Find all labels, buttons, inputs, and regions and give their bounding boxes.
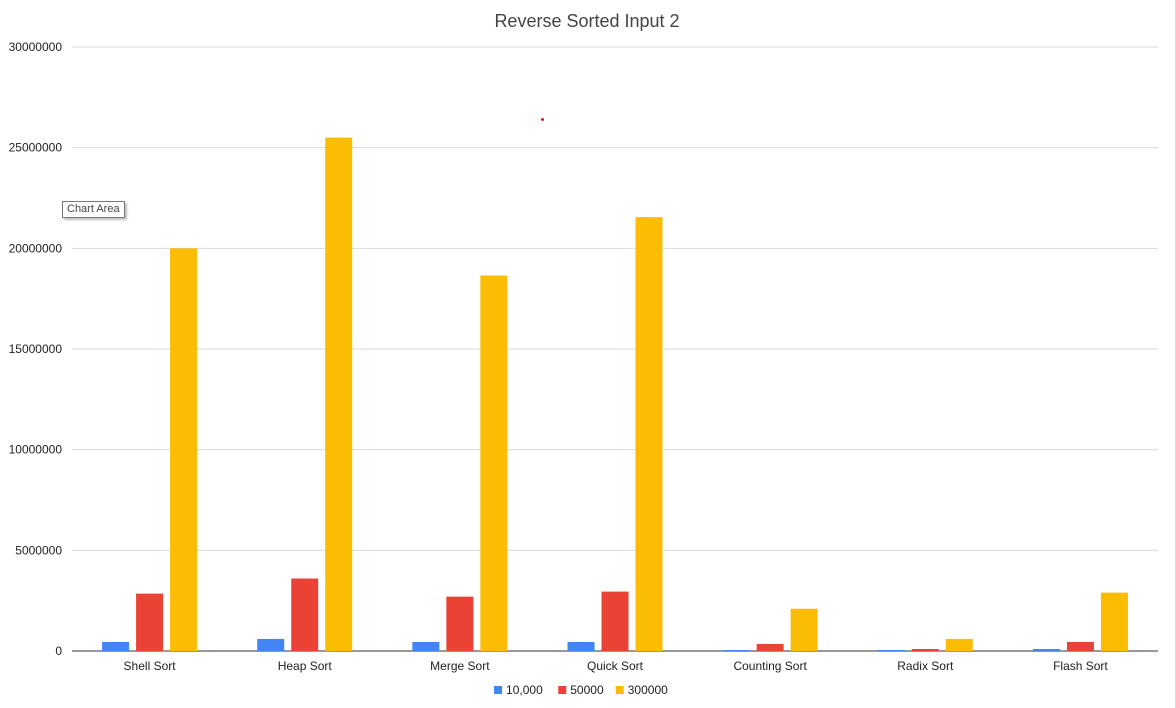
x-tick-label: Merge Sort bbox=[430, 659, 490, 673]
bar[interactable] bbox=[601, 591, 629, 651]
bar[interactable] bbox=[1032, 648, 1060, 651]
gridlines bbox=[72, 46, 1158, 652]
x-tick-label: Shell Sort bbox=[124, 659, 177, 673]
legend-label: 300000 bbox=[628, 683, 668, 697]
bar[interactable] bbox=[635, 217, 663, 652]
bar[interactable] bbox=[1066, 641, 1094, 651]
bar[interactable] bbox=[257, 638, 285, 651]
bar[interactable] bbox=[412, 641, 440, 651]
y-tick-label: 20000000 bbox=[9, 241, 63, 255]
bar[interactable] bbox=[170, 248, 198, 652]
bar[interactable] bbox=[446, 596, 474, 651]
y-tick-label: 0 bbox=[55, 644, 62, 658]
cursor-dot bbox=[541, 118, 544, 121]
bar[interactable] bbox=[790, 608, 818, 651]
bar[interactable] bbox=[291, 578, 319, 651]
bar[interactable] bbox=[911, 648, 939, 651]
y-axis-ticks: 0 5000000 10000000 15000000 20000000 25000000… bbox=[9, 40, 63, 658]
x-tick-label: Quick Sort bbox=[587, 659, 644, 673]
bar[interactable] bbox=[480, 275, 508, 651]
bar[interactable] bbox=[136, 593, 164, 651]
legend-swatch bbox=[615, 686, 624, 694]
chart-area-tooltip: Chart Area bbox=[62, 201, 125, 218]
x-tick-label: Flash Sort bbox=[1053, 659, 1108, 673]
bar[interactable] bbox=[756, 643, 784, 651]
bar[interactable] bbox=[102, 641, 130, 651]
bar[interactable] bbox=[325, 137, 353, 652]
y-tick-label: 30000000 bbox=[9, 40, 63, 54]
x-tick-label: Radix Sort bbox=[897, 659, 954, 673]
y-tick-label: 25000000 bbox=[9, 141, 63, 155]
y-tick-label: 15000000 bbox=[9, 342, 63, 356]
bars bbox=[102, 137, 1128, 652]
legend: 10,000 50000 300000 bbox=[494, 683, 668, 697]
x-axis-categories: Shell Sort Heap Sort Merge Sort Quick Sort C… bbox=[124, 659, 1109, 673]
legend-swatch bbox=[494, 686, 503, 694]
bar[interactable] bbox=[567, 641, 595, 651]
legend-label: 50000 bbox=[570, 683, 604, 697]
bar[interactable] bbox=[1100, 592, 1128, 651]
y-tick-label: 10000000 bbox=[9, 443, 63, 457]
legend-label: 10,000 bbox=[506, 683, 543, 697]
legend-swatch bbox=[558, 686, 567, 694]
bar[interactable] bbox=[877, 649, 905, 651]
y-tick-label: 5000000 bbox=[15, 543, 62, 557]
bar[interactable] bbox=[945, 638, 973, 651]
bar[interactable] bbox=[722, 649, 750, 651]
x-tick-label: Heap Sort bbox=[278, 659, 333, 673]
x-tick-label: Counting Sort bbox=[733, 659, 807, 673]
chart-title: Reverse Sorted Input 2 bbox=[494, 11, 679, 31]
